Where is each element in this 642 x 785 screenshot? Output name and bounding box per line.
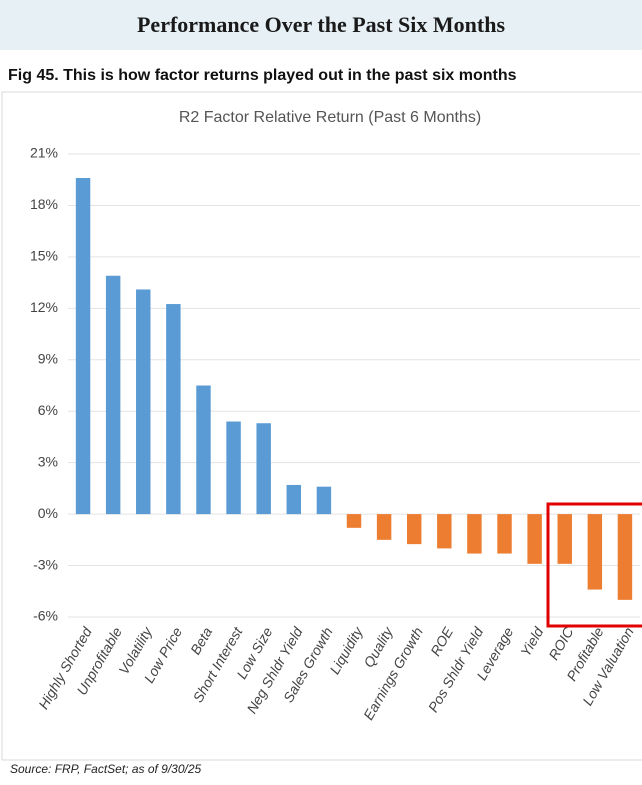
y-tick-label: 0% [38, 505, 58, 521]
bar [587, 514, 603, 590]
bar [617, 514, 633, 600]
y-tick-label: -3% [33, 556, 58, 572]
y-tick-label: -6% [33, 608, 58, 624]
bar [497, 514, 512, 554]
bar [376, 514, 392, 540]
bar [226, 421, 241, 515]
bar [256, 423, 271, 515]
bar [286, 484, 302, 515]
figure-caption: Fig 45. This is how factor returns playe… [8, 67, 517, 84]
highlight-box [546, 502, 642, 628]
bar [105, 275, 121, 515]
y-tick-label: 15% [30, 248, 58, 264]
y-tick-label: 3% [38, 453, 58, 469]
header-band [0, 0, 642, 50]
bar [316, 486, 332, 515]
bar [557, 514, 572, 564]
x-tick-label: Earnings Growth [360, 624, 426, 722]
y-tick-label: 12% [30, 299, 58, 315]
x-tick-label: Beta [187, 624, 215, 657]
chart-title: R2 Factor Relative Return (Past 6 Months… [179, 109, 481, 126]
bar [196, 385, 211, 515]
x-tick-label: Yield [517, 623, 547, 659]
y-tick-label: 6% [38, 402, 58, 418]
bar [75, 178, 91, 515]
y-tick-label: 21% [30, 145, 58, 161]
y-tick-label: 9% [38, 350, 58, 366]
header-title: Performance Over the Past Six Months [137, 12, 505, 37]
bar [166, 304, 181, 515]
bar [527, 514, 542, 564]
bar [467, 514, 482, 554]
bar [136, 289, 151, 515]
x-tick-label: ROIC [545, 624, 577, 663]
bar [437, 514, 452, 549]
source-note: Source: FRP, FactSet; as of 9/30/25 [10, 762, 202, 776]
x-tick-label: ROE [427, 624, 456, 659]
bar [406, 514, 422, 545]
bar [346, 514, 362, 528]
chart-frame [1, 91, 642, 761]
y-tick-label: 18% [30, 196, 58, 212]
